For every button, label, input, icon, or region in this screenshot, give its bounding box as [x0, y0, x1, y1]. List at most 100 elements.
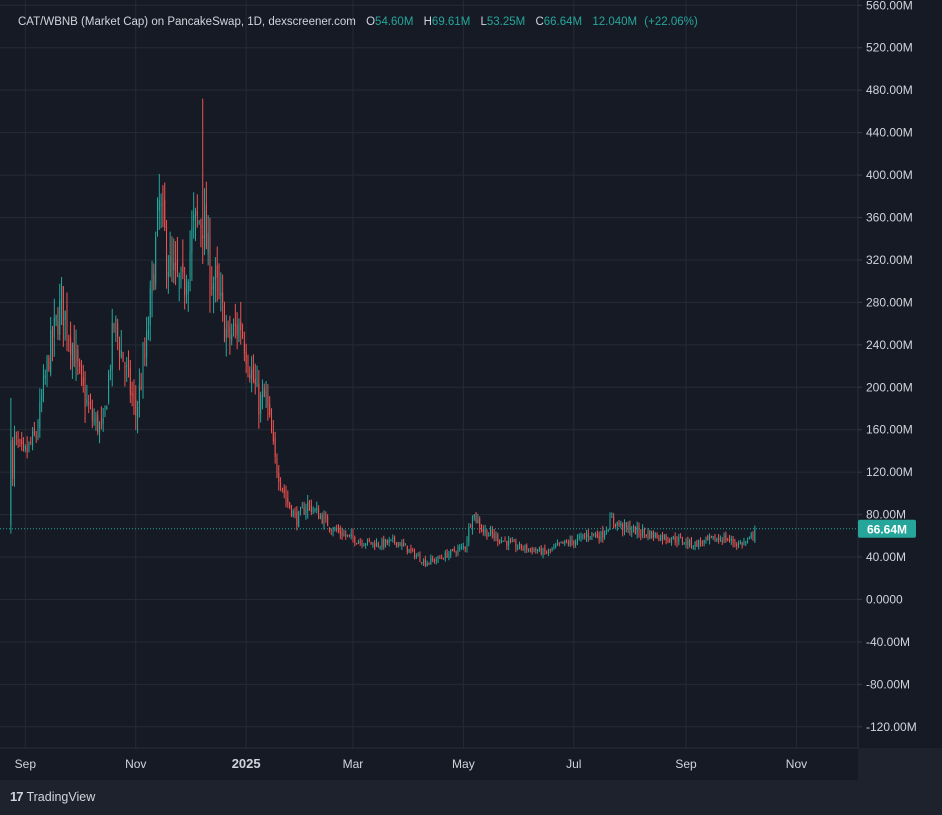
- tradingview-logo[interactable]: 17 TradingView: [10, 789, 95, 804]
- candle-body: [222, 292, 224, 303]
- candle-body: [500, 539, 502, 544]
- y-tick-label: 240.00M: [866, 338, 913, 352]
- candle-body: [240, 321, 242, 331]
- candle-body: [600, 531, 602, 541]
- current-price-badge-bg: [858, 519, 916, 538]
- price-axis-background[interactable]: [858, 0, 942, 748]
- candle-body: [578, 536, 580, 538]
- candle-body: [506, 541, 508, 546]
- candle-body: [21, 439, 23, 445]
- candle-body: [522, 548, 524, 550]
- candle-body: [690, 539, 692, 547]
- candle-body: [459, 546, 461, 549]
- candle-body: [124, 366, 126, 369]
- candle-body: [365, 543, 367, 545]
- candle-body: [538, 547, 540, 551]
- candle-body: [401, 542, 403, 547]
- candle-body: [207, 232, 209, 254]
- y-tick-label: 200.00M: [866, 380, 913, 394]
- candle-body: [234, 324, 236, 327]
- candle-body: [191, 228, 193, 253]
- candle-body: [55, 314, 57, 321]
- candle-body: [30, 442, 32, 444]
- candle-body: [146, 331, 148, 358]
- candle-body: [509, 541, 511, 543]
- y-tick-label: 160.00M: [866, 423, 913, 437]
- candle-body: [625, 522, 627, 527]
- candle-body: [727, 539, 729, 541]
- candle-body: [671, 539, 673, 543]
- candle-body: [196, 210, 198, 216]
- candle-body: [171, 257, 173, 265]
- candle-body: [643, 528, 645, 534]
- candle-body: [524, 545, 526, 550]
- candle-body: [44, 375, 46, 378]
- candle-body: [613, 516, 615, 523]
- candle-body: [754, 528, 756, 542]
- candle-body: [90, 400, 92, 407]
- candle-body: [28, 442, 30, 450]
- candle-body: [345, 534, 347, 536]
- candle-body: [263, 388, 265, 397]
- candle-body: [551, 548, 553, 550]
- current-price-badge: 66.64M: [867, 522, 907, 536]
- candle-body: [642, 529, 644, 536]
- candle-body: [546, 552, 548, 554]
- candle-body: [566, 541, 568, 543]
- candle-body: [515, 541, 517, 549]
- y-tick-label: -120.00M: [866, 720, 917, 734]
- candle-body: [307, 502, 309, 511]
- candle-body: [332, 530, 334, 533]
- candle-body: [350, 533, 352, 537]
- candle-body: [137, 406, 139, 420]
- candle-body: [155, 236, 157, 284]
- candle-body: [734, 543, 736, 545]
- candle-body: [406, 545, 408, 553]
- candle-body: [305, 509, 307, 515]
- y-tick-label: 120.00M: [866, 465, 913, 479]
- candle-body: [732, 539, 734, 543]
- candle-body: [519, 543, 521, 548]
- candle-body: [200, 224, 202, 228]
- candle-body: [383, 538, 385, 547]
- candle-body: [482, 528, 484, 532]
- candle-body: [289, 502, 291, 508]
- candle-body: [318, 508, 320, 520]
- candle-body: [343, 534, 345, 536]
- candle-body: [412, 549, 414, 551]
- candle-body: [160, 203, 162, 207]
- candle-body: [680, 537, 682, 539]
- candle-body: [660, 535, 662, 541]
- candle-body: [109, 369, 111, 372]
- candle-body: [638, 525, 640, 534]
- candle-body: [59, 299, 61, 335]
- candle-body: [714, 535, 716, 542]
- candle-body: [77, 349, 79, 362]
- candle-body: [707, 536, 709, 540]
- y-tick-label: 400.00M: [866, 168, 913, 182]
- candle-body: [115, 318, 117, 322]
- time-axis-background[interactable]: [0, 748, 858, 780]
- candle-body: [470, 526, 472, 528]
- candle-body: [468, 527, 470, 542]
- candle-body: [479, 518, 481, 528]
- candle-body: [564, 540, 566, 544]
- candle-body: [379, 546, 381, 548]
- candle-body: [314, 508, 316, 512]
- candle-body: [573, 540, 575, 545]
- candle-body: [122, 351, 124, 362]
- symbol-title[interactable]: CAT/WBNB (Market Cap) on PancakeSwap, 1D…: [18, 16, 356, 28]
- candle-body: [194, 209, 196, 220]
- candle-body: [310, 504, 312, 513]
- candle-body: [182, 263, 184, 273]
- candle-body: [692, 546, 694, 548]
- candle-body: [337, 528, 339, 532]
- y-tick-label: -80.00M: [866, 677, 910, 691]
- candle-body: [327, 516, 329, 527]
- candle-body: [558, 542, 560, 544]
- candle-body: [95, 416, 97, 424]
- candle-body: [175, 263, 177, 265]
- candle-body: [80, 366, 82, 376]
